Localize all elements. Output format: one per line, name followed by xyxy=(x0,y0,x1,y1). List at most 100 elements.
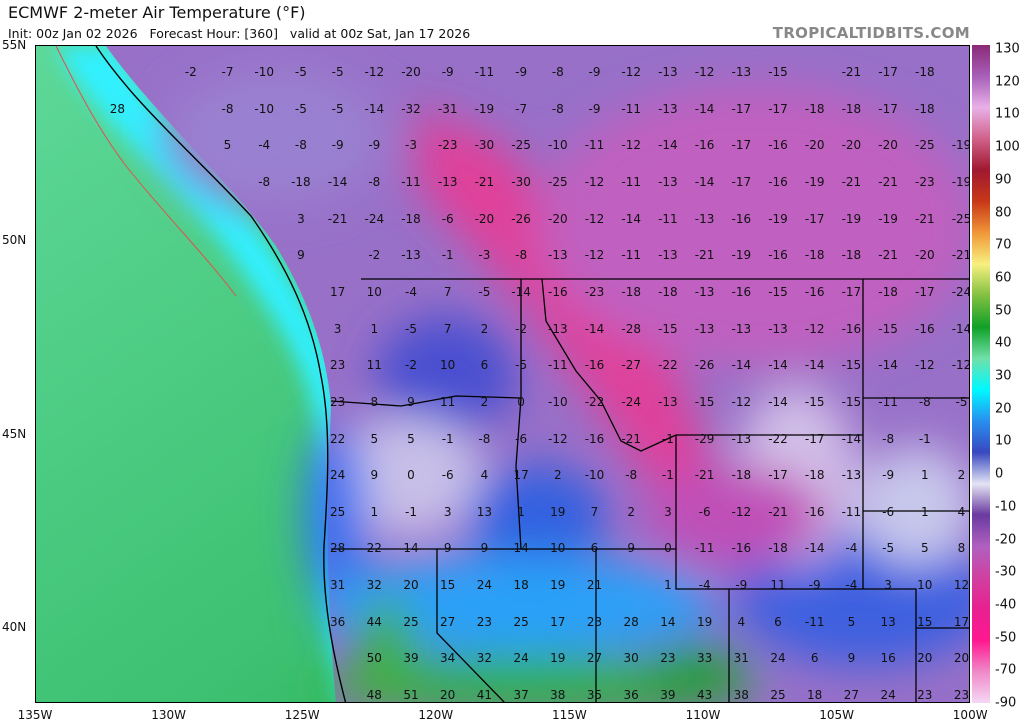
temperature-value: -13 xyxy=(658,248,678,263)
temperature-value: 19 xyxy=(696,614,713,629)
temperature-value: -13 xyxy=(731,431,752,446)
temperature-value: -17 xyxy=(768,101,788,116)
temperature-value: -11 xyxy=(694,541,715,556)
temperature-value: -9 xyxy=(588,65,601,79)
temperature-value: 13 xyxy=(880,614,896,629)
temperature-value: 31 xyxy=(733,651,749,666)
temperature-value: -6 xyxy=(515,431,528,446)
temperature-value: -8 xyxy=(221,101,234,116)
temperature-value: -15 xyxy=(878,321,898,336)
temperature-value: -7 xyxy=(515,101,528,116)
freezing-contour xyxy=(55,46,237,297)
temperature-value: -18 xyxy=(914,65,935,79)
temperature-value: 17 xyxy=(550,614,566,629)
temperature-value: -16 xyxy=(584,358,605,373)
temperature-value: -8 xyxy=(551,101,564,116)
temperature-value: 3 xyxy=(884,578,892,593)
latitude-label: 55N xyxy=(2,38,27,52)
temperature-value: 9 xyxy=(370,468,379,483)
temperature-value: -11 xyxy=(658,211,678,226)
colorbar-label: 70 xyxy=(995,237,1012,253)
temperature-value: 1 xyxy=(920,468,929,483)
temperature-value: 15 xyxy=(917,614,933,629)
temperature-value: -3 xyxy=(478,248,491,263)
temperature-value: 4 xyxy=(480,468,489,483)
temperature-value: 3 xyxy=(297,211,305,226)
temperature-value: 12 xyxy=(953,578,970,593)
temperature-value: 21 xyxy=(586,578,603,593)
temperature-value: -21 xyxy=(327,211,348,226)
longitude-label: 115W xyxy=(552,708,587,722)
temperature-value: 27 xyxy=(586,651,603,666)
temperature-value: 13 xyxy=(476,504,493,519)
temperature-value: -16 xyxy=(731,211,752,226)
temperature-value: 39 xyxy=(403,651,419,666)
temperature-value: 18 xyxy=(513,578,529,593)
colorbar-label: 90 xyxy=(995,172,1012,188)
temperature-value: -4 xyxy=(258,138,271,153)
temperature-value: -16 xyxy=(731,541,752,556)
temperature-shading xyxy=(166,66,969,702)
temperature-value: -16 xyxy=(804,284,825,299)
temperature-value: -28 xyxy=(621,321,641,336)
temperature-value: -13 xyxy=(768,321,788,336)
temperature-value: 19 xyxy=(550,651,566,666)
temperature-value: 35 xyxy=(586,688,603,703)
temperature-value: -16 xyxy=(768,138,788,153)
temperature-value: -15 xyxy=(768,284,788,299)
temperature-value: -21 xyxy=(694,468,715,483)
temperature-value: 25 xyxy=(403,614,419,629)
temperature-value: -11 xyxy=(584,138,605,153)
temperature-value: 9 xyxy=(627,541,636,556)
temperature-value: 0 xyxy=(517,394,525,409)
temperature-value: -18 xyxy=(768,541,788,556)
temperature-value: -25 xyxy=(547,174,568,189)
temperature-value: -22 xyxy=(584,394,605,409)
temperature-value: -16 xyxy=(768,174,788,189)
temperature-value: -14 xyxy=(364,101,385,116)
temperature-value: 24 xyxy=(513,651,529,666)
colorbar-label: 110 xyxy=(995,106,1020,122)
temperature-value: -16 xyxy=(731,284,752,299)
temperature-value: 43 xyxy=(696,688,713,703)
temperature-value: -24 xyxy=(621,394,641,409)
temperature-value: 1 xyxy=(517,504,525,519)
temperature-value: -5 xyxy=(294,101,307,116)
temperature-value: -27 xyxy=(621,358,641,373)
colorbar-label: 40 xyxy=(995,335,1012,351)
temperature-value: -14 xyxy=(511,284,531,299)
temperature-value: -11 xyxy=(621,248,641,263)
temperature-value: -18 xyxy=(914,101,935,116)
temperature-value: -31 xyxy=(437,101,458,116)
temperature-value: 25 xyxy=(513,614,529,629)
temperature-value: -13 xyxy=(694,284,715,299)
temperature-value: -13 xyxy=(658,174,678,189)
temperature-value: -22 xyxy=(658,358,678,373)
temperature-value: -12 xyxy=(364,65,385,79)
temperature-value: -2 xyxy=(405,358,417,373)
temperature-value: -23 xyxy=(584,284,605,299)
temperature-value: 2 xyxy=(480,321,489,336)
temperature-value: -14 xyxy=(584,321,605,336)
temperature-value: 23 xyxy=(586,614,603,629)
temperature-value: -14 xyxy=(621,211,641,226)
temperature-value: 5 xyxy=(407,431,415,446)
temperature-value: 38 xyxy=(550,688,566,703)
temperature-value: -12 xyxy=(731,394,752,409)
temperature-value: 38 xyxy=(733,688,749,703)
temperature-value: -14 xyxy=(768,358,788,373)
temperature-value: -1 xyxy=(441,431,454,446)
temperature-value: -12 xyxy=(804,321,825,336)
latitude-label: 50N xyxy=(2,233,27,247)
temperature-value: 24 xyxy=(770,651,786,666)
temperature-value: -19 xyxy=(878,211,898,226)
temperature-value: -30 xyxy=(474,138,495,153)
temperature-value: 2 xyxy=(553,468,562,483)
temperature-value: 32 xyxy=(476,651,493,666)
temperature-value: -6 xyxy=(441,468,454,483)
temperature-value: -12 xyxy=(584,174,605,189)
temperature-value: 24 xyxy=(880,688,896,703)
temperature-value: 36 xyxy=(623,688,639,703)
temperature-value: -1 xyxy=(918,431,931,446)
temperature-value: -1 xyxy=(661,468,674,483)
